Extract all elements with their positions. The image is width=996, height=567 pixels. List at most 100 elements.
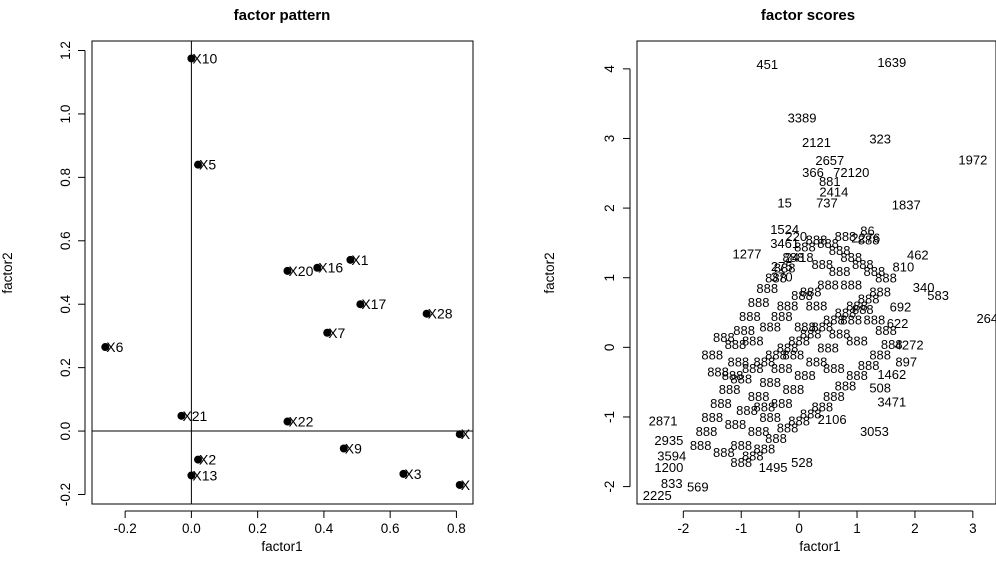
score-point: 888 (782, 382, 804, 397)
score-point: 888 (759, 319, 781, 334)
loading-point: X7 (323, 325, 346, 341)
score-label: 451 (756, 57, 778, 72)
score-point: 888 (759, 410, 781, 425)
point-label: X7 (328, 325, 345, 341)
score-point: 888 (759, 375, 781, 390)
score-label: 569 (687, 480, 709, 495)
x-tick-label: 0 (795, 521, 803, 536)
score-label: 72120 (833, 165, 869, 180)
score-label: 528 (791, 455, 813, 470)
x-tick-label: -2 (677, 521, 689, 536)
score-point: 888 (835, 379, 857, 394)
score-label: 897 (895, 354, 917, 369)
loading-point: X28 (422, 306, 453, 322)
score-label: 220 (785, 229, 807, 244)
x-axis-ticks: -0.2 0.0 0.2 0.4 0.6 0.8 (113, 510, 466, 536)
score-point-cloud: 8888888888888888888888888888888888888888… (690, 229, 903, 470)
point-label: X28 (428, 306, 453, 322)
score-point: 888 (736, 403, 758, 418)
score-label: 86 (860, 223, 874, 238)
y-tick-label: 1.2 (58, 41, 73, 60)
y-axis-label: factor2 (0, 252, 15, 293)
score-point: 888 (754, 441, 776, 456)
loading-point: X9 (339, 441, 362, 457)
loading-point: X1 (346, 252, 369, 268)
score-label: 622 (887, 316, 909, 331)
score-point: 888 (811, 257, 833, 272)
y-axis-ticks: -2 -1 0 1 2 3 4 (602, 65, 631, 493)
score-point: 888 (835, 229, 857, 244)
point-label: X (461, 477, 471, 493)
score-point: 888 (742, 333, 764, 348)
score-label: 462 (907, 248, 929, 263)
score-label: 3389 (788, 111, 817, 126)
score-label: 1200 (654, 460, 683, 475)
score-label: 3471 (877, 395, 906, 410)
score-label: 1972 (958, 152, 987, 167)
y-tick-label: 0.4 (58, 294, 73, 313)
score-point: 888 (858, 292, 880, 307)
point-marker (455, 430, 464, 439)
loading-point: X (455, 477, 471, 493)
score-point: 888 (748, 295, 770, 310)
y-tick-label: -1 (602, 411, 617, 423)
point-label: X6 (106, 339, 123, 355)
score-label: 1639 (877, 55, 906, 70)
score-point: 888 (852, 302, 874, 317)
score-label: 2121 (802, 135, 831, 150)
score-label: 692 (890, 299, 912, 314)
score-point: 888 (791, 288, 813, 303)
score-point: 888 (823, 361, 845, 376)
score-point: 888 (794, 239, 816, 254)
score-label: 264 (976, 311, 996, 326)
score-point: 888 (713, 445, 735, 460)
score-label: 583 (927, 288, 949, 303)
x-tick-label: 0.0 (182, 521, 201, 536)
loading-point: X20 (283, 263, 314, 279)
x-tick-label: 1 (853, 521, 861, 536)
score-point: 888 (782, 250, 804, 265)
score-point: 888 (748, 424, 770, 439)
point-marker (283, 266, 292, 275)
point-label: X (461, 426, 471, 442)
point-marker (194, 160, 203, 169)
factor-pattern-title: factor pattern (234, 7, 331, 24)
y-axis-label: factor2 (542, 252, 557, 293)
score-point: 888 (846, 333, 868, 348)
loading-point: X6 (101, 339, 124, 355)
score-point: 888 (864, 264, 886, 279)
score-point: 888 (725, 417, 747, 432)
score-point: 888 (765, 271, 787, 286)
score-point: 888 (730, 455, 752, 470)
y-tick-label: -2 (602, 481, 617, 493)
y-tick-label: -0.2 (58, 483, 73, 506)
y-tick-label: 1 (602, 274, 617, 282)
score-label: 2106 (818, 412, 847, 427)
score-point: 888 (777, 420, 799, 435)
score-label: 15 (777, 196, 791, 211)
score-label: 340 (913, 280, 935, 295)
score-point: 888 (690, 438, 712, 453)
point-label: X13 (192, 467, 217, 483)
score-point: 888 (858, 358, 880, 373)
score-label: 2276 (851, 230, 880, 245)
score-label: 323 (869, 131, 891, 146)
score-point: 888 (710, 396, 732, 411)
score-point: 888 (840, 278, 862, 293)
x-tick-label: 0.2 (248, 521, 267, 536)
score-point: 888 (858, 232, 880, 247)
score-point: 888 (765, 347, 787, 362)
loading-point: X2 (194, 452, 216, 468)
score-label: 833 (661, 476, 683, 491)
score-label: 3594 (657, 448, 686, 463)
score-point: 888 (748, 389, 770, 404)
score-point: 888 (829, 243, 851, 258)
point-marker (323, 328, 332, 337)
x-tick-label: 0.4 (315, 521, 334, 536)
score-label: 1837 (892, 198, 921, 213)
score-point: 888 (727, 354, 749, 369)
point-marker (194, 455, 203, 464)
score-label: 2657 (815, 153, 844, 168)
score-point: 888 (730, 372, 752, 387)
